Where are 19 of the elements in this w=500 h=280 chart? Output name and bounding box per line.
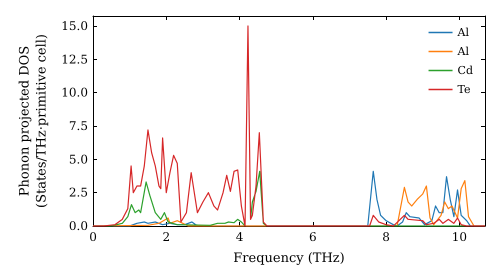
x-tick-label: 0 [89,230,97,244]
x-tick-label: 6 [308,230,317,244]
x-tick-label: 8 [382,230,390,244]
x-tick-label: 2 [162,230,170,244]
x-axis-title: Frequency (THz) [233,251,345,266]
y-tick-label: 5.0 [68,152,88,166]
y-tick-label: 10.0 [61,86,88,100]
y-tick-label: 2.5 [68,186,88,200]
y-tick-label: 15.0 [61,19,88,33]
y-tick-label: 12.5 [61,52,88,66]
y-tick-label: 7.5 [68,119,88,133]
x-tick-label: 4 [236,230,244,244]
legend-label: Al [456,45,470,58]
legend-label: Cd [458,64,474,77]
legend-label: Al [456,26,470,39]
x-tick-label: 10 [452,230,467,244]
y-axis-title: Phonon projected DOS (States/THz·primitive cell) [17,34,50,208]
legend-label: Te [458,83,471,96]
y-tick-label: 0.0 [68,219,88,233]
